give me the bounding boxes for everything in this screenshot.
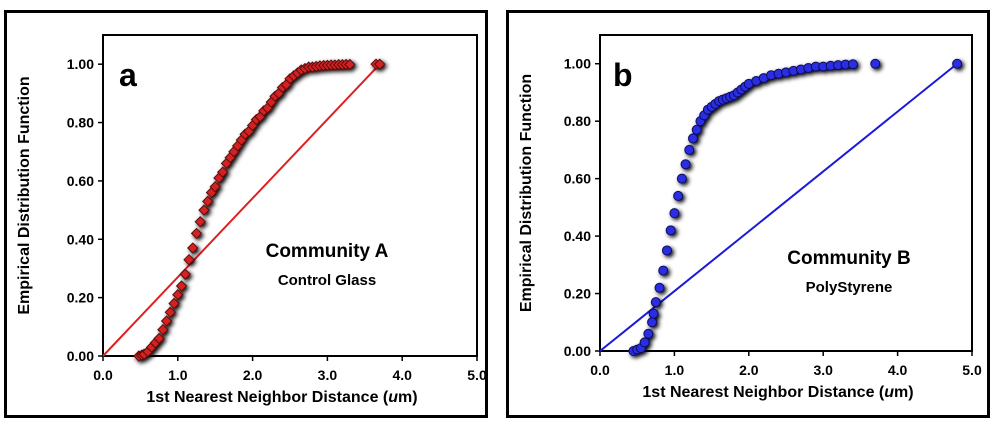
data-point bbox=[153, 332, 165, 345]
x-tick-label: 4.0 bbox=[888, 362, 908, 378]
data-point bbox=[172, 289, 184, 301]
chart-panel-b: 0.00 0.20 0.40 0.60 0.80 1.00 0.0 1.0 2.0 3.0 4.0 5… bbox=[506, 10, 990, 418]
data-point bbox=[190, 227, 203, 240]
plot-area-a bbox=[102, 34, 478, 357]
data-point bbox=[643, 328, 654, 339]
y-tick-label: 0.60 bbox=[564, 171, 591, 187]
data-point bbox=[691, 124, 702, 135]
x-tick-label: 0.0 bbox=[93, 367, 113, 383]
y-tick-label: 0.00 bbox=[564, 343, 591, 359]
x-axis-label: 1st Nearest Neighbor Distance (um) bbox=[642, 384, 913, 401]
panel-label-a: a bbox=[119, 57, 137, 93]
x-tick-label: 3.0 bbox=[813, 362, 833, 378]
y-tick-label: 0.20 bbox=[564, 286, 591, 302]
data-point bbox=[198, 204, 210, 216]
data-point bbox=[661, 245, 672, 256]
data-point bbox=[157, 324, 169, 336]
plot-area-b bbox=[599, 34, 973, 352]
x-tick-label: 2.0 bbox=[739, 362, 759, 378]
data-point bbox=[870, 58, 881, 69]
chart-a-svg: 0.00 0.20 0.40 0.60 0.80 1.00 0.0 1.0 2.0 3.0 4.0 5… bbox=[16, 34, 487, 406]
panel-label-b: b bbox=[613, 57, 633, 93]
data-point bbox=[164, 306, 177, 318]
x-tick-label: 2.0 bbox=[243, 367, 263, 383]
y-tick-label: 0.40 bbox=[564, 228, 591, 244]
y-tick-label: 0.00 bbox=[67, 348, 94, 364]
reference-line-a bbox=[102, 63, 381, 357]
x-tick-label: 3.0 bbox=[318, 367, 338, 383]
reference-line-b bbox=[599, 62, 958, 352]
data-point bbox=[647, 317, 658, 328]
data-point bbox=[665, 225, 676, 236]
x-tick-label: 1.0 bbox=[168, 367, 188, 383]
data-point bbox=[374, 58, 386, 70]
data-point bbox=[168, 297, 180, 310]
y-tick-label: 0.20 bbox=[67, 290, 94, 306]
data-point bbox=[639, 337, 650, 348]
data-point bbox=[952, 58, 963, 69]
data-point bbox=[209, 181, 221, 193]
x-tick-label: 5.0 bbox=[962, 362, 982, 378]
annotation-title-b: Community B bbox=[787, 248, 911, 269]
y-tick-label: 0.80 bbox=[564, 113, 591, 129]
annotation-subtitle-a: Control Glass bbox=[278, 272, 376, 289]
data-point bbox=[183, 253, 195, 266]
y-tick-label: 0.40 bbox=[67, 231, 94, 247]
chart-panel-a: 0.00 0.20 0.40 0.60 0.80 1.00 0.0 1.0 2.0 3.0 4.0 5… bbox=[4, 10, 488, 418]
data-point bbox=[648, 308, 659, 319]
annotation-subtitle-b: PolyStyrene bbox=[806, 279, 893, 296]
data-point bbox=[688, 133, 698, 144]
data-point bbox=[175, 280, 188, 292]
data-point bbox=[216, 166, 229, 178]
data-point bbox=[673, 190, 684, 201]
data-point bbox=[202, 195, 214, 208]
data-point bbox=[654, 282, 665, 293]
data-point bbox=[847, 59, 858, 70]
data-point bbox=[179, 268, 191, 280]
x-tick-label: 0.0 bbox=[590, 362, 610, 378]
y-axis-label: Empirical Distribution Function bbox=[518, 74, 535, 312]
x-tick-label: 4.0 bbox=[392, 367, 412, 383]
data-point bbox=[669, 208, 680, 219]
x-tick-label: 1.0 bbox=[665, 362, 685, 378]
data-point bbox=[187, 242, 199, 254]
y-tick-label: 1.00 bbox=[67, 56, 94, 72]
data-point bbox=[684, 144, 695, 155]
data-point bbox=[680, 159, 691, 170]
data-point bbox=[160, 315, 173, 327]
y-tick-label: 0.80 bbox=[67, 115, 94, 131]
series-group-b bbox=[628, 58, 963, 356]
data-point bbox=[658, 265, 669, 276]
data-point bbox=[650, 297, 661, 308]
data-point bbox=[676, 173, 687, 184]
data-point bbox=[194, 216, 206, 228]
series-group-a bbox=[133, 58, 386, 362]
x-tick-label: 5.0 bbox=[467, 367, 487, 383]
y-axis-label: Empirical Distribution Function bbox=[16, 76, 33, 314]
y-tick-label: 0.60 bbox=[67, 173, 94, 189]
data-point bbox=[344, 58, 356, 71]
annotation-title-a: Community A bbox=[266, 241, 389, 262]
x-axis-label: 1st Nearest Neighbor Distance (um) bbox=[146, 389, 417, 406]
chart-b-svg: 0.00 0.20 0.40 0.60 0.80 1.00 0.0 1.0 2.0 3.0 4.0 5… bbox=[518, 34, 982, 401]
y-tick-label: 1.00 bbox=[564, 56, 591, 72]
